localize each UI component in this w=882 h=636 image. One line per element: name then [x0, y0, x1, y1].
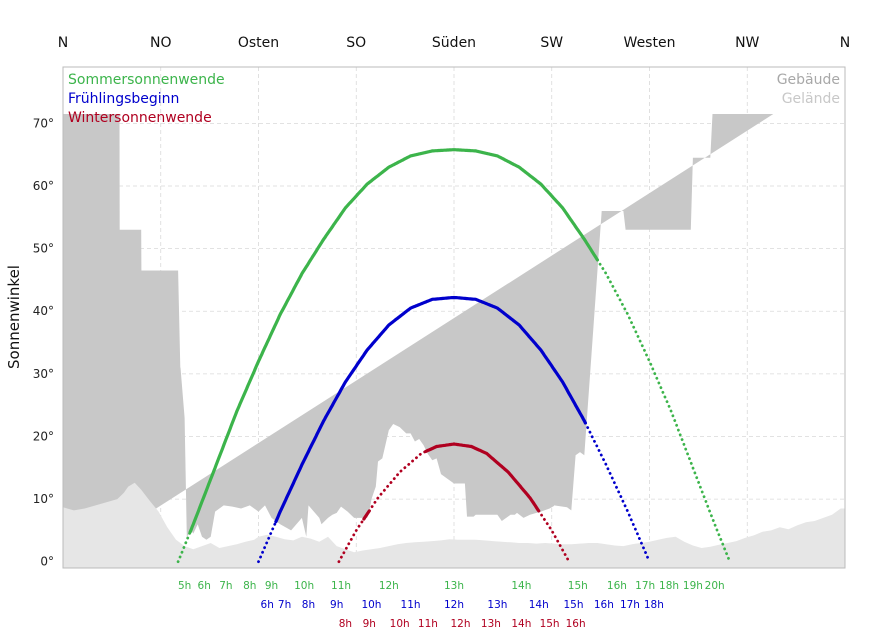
compass-label: N: [58, 35, 68, 51]
sun-path-visible: [362, 509, 371, 521]
sun-path-obstructed: [367, 450, 428, 513]
hour-label: 14h: [529, 599, 549, 611]
y-axis-label: Sonnenwinkel: [5, 265, 23, 369]
hour-label: 8h: [243, 580, 256, 592]
series-3: [337, 442, 571, 564]
y-tick-label: 0°: [40, 555, 54, 569]
y-tick-label: 20°: [33, 429, 54, 443]
plot-frame: [62, 66, 846, 569]
compass-label: N: [840, 35, 850, 51]
legend-series-label: Sommersonnenwende: [68, 72, 225, 88]
hour-label: 14h: [511, 580, 531, 592]
hour-label: 16h: [566, 618, 586, 630]
hour-label: 19h: [683, 580, 703, 592]
compass-label: Süden: [432, 35, 476, 51]
hour-label: 13h: [444, 580, 464, 592]
hour-labels: 5h 6h 7h 8h 9h 10h 11h 12h 13h 14h 15h 16h 17h 18h 19h…: [178, 580, 725, 630]
hour-label: 9h: [363, 618, 376, 630]
y-axis-ticks: 0° 10° 20° 30° 40° 50° 60° 70°: [33, 116, 54, 568]
sun-path-obstructed: [176, 530, 192, 564]
sun-path-obstructed: [337, 517, 366, 564]
compass-label: Westen: [624, 35, 676, 51]
hour-label: 14h: [511, 618, 531, 630]
y-tick-label: 10°: [33, 492, 54, 506]
sun-path-visible: [424, 442, 541, 513]
y-tick-label: 30°: [33, 367, 54, 381]
buildings-area: [63, 114, 774, 568]
compass-label: NW: [735, 35, 759, 51]
sun-paths: [176, 148, 732, 564]
sun-path-obstructed: [584, 421, 651, 564]
hour-label: 10h: [390, 618, 410, 630]
sun-path-visible: [274, 295, 587, 524]
series-2: [257, 295, 651, 564]
hour-label: 15h: [568, 580, 588, 592]
hour-label: 7h: [219, 580, 232, 592]
sun-path-obstructed: [537, 509, 571, 564]
compass-label: Osten: [238, 35, 279, 51]
series-1: [176, 148, 732, 564]
compass-axis: N NO Osten SO Süden SW Westen NW N: [58, 35, 850, 51]
legend: Sommersonnenwende Frühlingsbeginn Winterso…: [68, 72, 840, 126]
hour-label: 17h: [635, 580, 655, 592]
hour-label: 11h: [331, 580, 351, 592]
compass-label: SW: [540, 35, 563, 51]
legend-obstacle-label: Gebäude: [777, 72, 840, 88]
hour-label: 6h: [261, 599, 274, 611]
hour-label: 16h: [594, 599, 614, 611]
sun-path-visible: [188, 148, 599, 534]
hour-label: 9h: [265, 580, 278, 592]
hour-label: 5h: [178, 580, 191, 592]
hour-label: 9h: [330, 599, 343, 611]
hour-label: 18h: [659, 580, 679, 592]
hour-label: 11h: [418, 618, 438, 630]
hour-label: 16h: [607, 580, 627, 592]
hour-label: 8h: [339, 618, 352, 630]
sun-path-obstructed: [596, 258, 732, 564]
y-tick-label: 70°: [33, 116, 54, 130]
y-tick-label: 40°: [33, 304, 54, 318]
hour-label: 15h: [540, 618, 560, 630]
legend-series-label: Frühlingsbeginn: [68, 91, 179, 107]
hour-label: 11h: [401, 599, 421, 611]
legend-series-label: Wintersonnenwende: [68, 110, 212, 126]
sun-path-obstructed: [257, 520, 278, 564]
hour-label: 12h: [379, 580, 399, 592]
hour-label: 20h: [705, 580, 725, 592]
hour-label: 6h: [198, 580, 211, 592]
y-tick-label: 50°: [33, 242, 54, 256]
hour-label: 15h: [563, 599, 583, 611]
terrain-area: [63, 482, 845, 568]
obstacles: [63, 114, 845, 568]
hour-label: 12h: [451, 618, 471, 630]
hour-label: 7h: [278, 599, 291, 611]
hour-label: 18h: [644, 599, 664, 611]
hour-label: 13h: [487, 599, 507, 611]
hour-label: 10h: [361, 599, 381, 611]
compass-label: SO: [346, 35, 366, 51]
hour-label: 8h: [302, 599, 315, 611]
y-tick-label: 60°: [33, 179, 54, 193]
hour-label: 17h: [620, 599, 640, 611]
hour-label: 13h: [481, 618, 501, 630]
compass-label: NO: [150, 35, 172, 51]
legend-obstacle-label: Gelände: [782, 91, 840, 107]
hour-label: 10h: [294, 580, 314, 592]
hour-label: 12h: [444, 599, 464, 611]
